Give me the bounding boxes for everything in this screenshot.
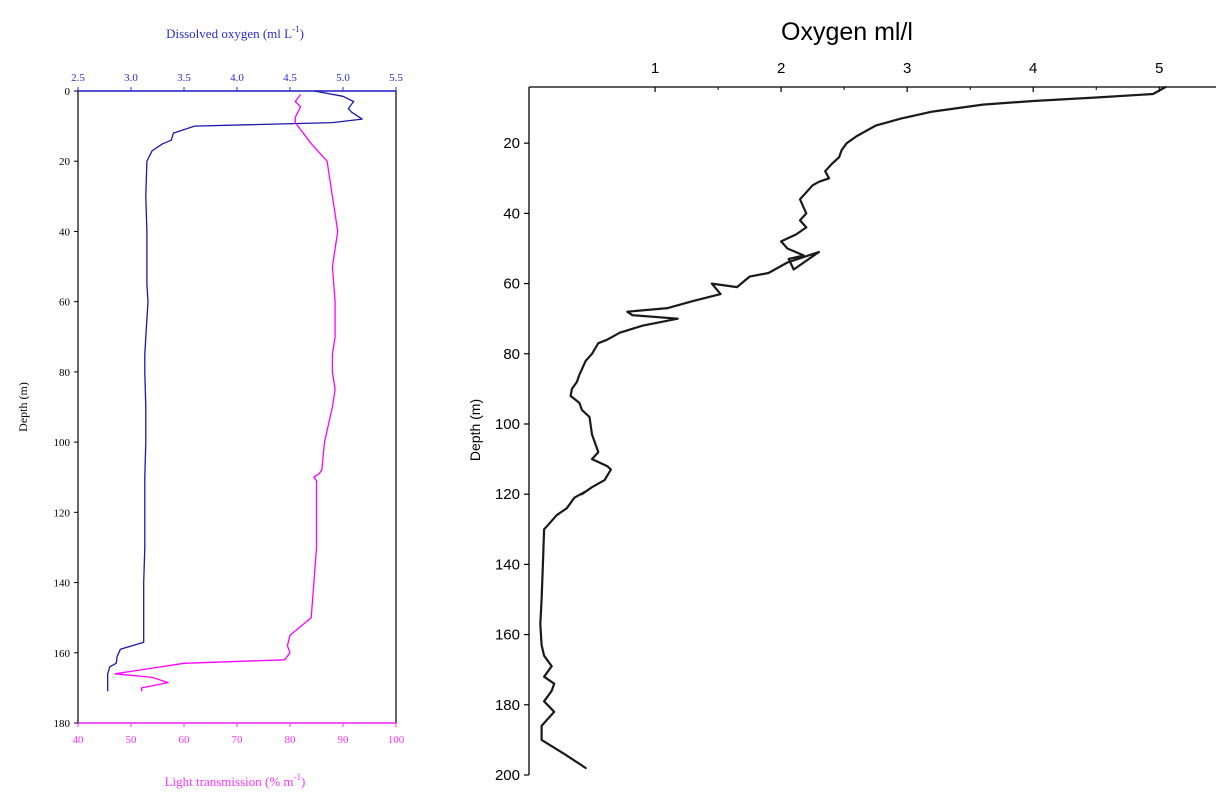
- left-y-tick-label: 160: [54, 648, 71, 660]
- left-top-tick-label: 3.5: [177, 72, 191, 84]
- right-x-tick-label: 4: [1029, 60, 1037, 77]
- left-top-tick-label: 5.0: [336, 72, 350, 84]
- left-top-tick-label: 4.0: [230, 72, 244, 84]
- left-bottom-tick-label: 50: [126, 734, 138, 746]
- left-series: [107, 90, 363, 692]
- left-bottom-tick-label: 80: [285, 734, 297, 746]
- left-bottom-axis-title: Light transmission (% m-1): [165, 772, 306, 789]
- left-top-tick-label: 5.5: [389, 72, 403, 84]
- left-top-axis-title-main: Dissolved oxygen (ml L: [166, 26, 292, 41]
- left-bottom-tick-label: 100: [388, 734, 405, 746]
- right-chart: Oxygen ml/l Depth (m) 1 2 3 4 5 20 40 60 80 100 1…: [467, 18, 1216, 784]
- left-bottom-tick-label: 70: [232, 734, 244, 746]
- left-plot-frame: [77, 90, 397, 724]
- left-y-tick-label: 0: [65, 86, 71, 98]
- right-y-tick-label: 60: [503, 276, 520, 293]
- right-y-tick-label: 120: [495, 486, 520, 503]
- right-x-ticks: 1 2 3 4 5: [651, 60, 1163, 92]
- left-y-tick-label: 20: [59, 156, 71, 168]
- left-bottom-axis-title-main: Light transmission (% m: [165, 774, 294, 789]
- left-top-axis-title-end: ): [300, 26, 304, 41]
- left-bottom-ticks: 40 50 60 70 80 90 100: [73, 723, 405, 746]
- right-y-axis-title: Depth (m): [467, 399, 483, 461]
- right-y-tick-label: 160: [495, 627, 520, 644]
- light-transmission-line: [114, 94, 339, 692]
- right-y-tick-label: 100: [495, 416, 520, 433]
- right-x-tick-label: 2: [777, 60, 785, 77]
- left-y-tick-label: 120: [54, 507, 71, 519]
- left-bottom-axis-title-sup: -1: [294, 772, 302, 782]
- right-y-tick-label: 180: [495, 697, 520, 714]
- left-bottom-axis-title-end: ): [301, 774, 305, 789]
- right-y-tick-label: 140: [495, 556, 520, 573]
- left-top-tick-label: 4.5: [283, 72, 297, 84]
- right-x-tick-label: 3: [903, 60, 911, 77]
- right-y-tick-label: 20: [503, 135, 520, 152]
- right-y-ticks: 20 40 60 80 100 120 140 160 180 200: [495, 135, 529, 784]
- left-y-ticks: 0 20 40 60 80 100 120 140 160 180: [54, 86, 78, 730]
- left-y-tick-label: 100: [54, 437, 71, 449]
- left-y-tick-label: 180: [54, 718, 71, 730]
- right-series: [539, 85, 1167, 770]
- left-top-tick-label: 3.0: [124, 72, 138, 84]
- left-bottom-tick-label: 90: [338, 734, 350, 746]
- left-top-axis-title-sup: -1: [292, 24, 300, 34]
- left-top-ticks: 2.5 3.0 3.5 4.0 4.5 5.0 5.5: [71, 72, 403, 91]
- left-y-tick-label: 80: [59, 367, 71, 379]
- left-chart: Dissolved oxygen (ml L-1) Light transmis…: [16, 24, 405, 789]
- left-bottom-tick-label: 60: [179, 734, 191, 746]
- right-x-tick-label: 5: [1155, 60, 1163, 77]
- oxygen-profile-line: [539, 85, 1167, 770]
- left-top-axis-title: Dissolved oxygen (ml L-1): [166, 24, 304, 41]
- left-y-axis-title: Depth (m): [16, 382, 30, 432]
- left-y-tick-label: 40: [59, 226, 71, 238]
- right-y-tick-label: 80: [503, 346, 520, 363]
- right-y-tick-label: 40: [503, 205, 520, 222]
- right-y-tick-label: 200: [495, 767, 520, 784]
- left-bottom-tick-label: 40: [73, 734, 85, 746]
- left-top-tick-label: 2.5: [71, 72, 85, 84]
- left-y-tick-label: 140: [54, 578, 71, 590]
- left-y-tick-label: 60: [59, 297, 71, 309]
- right-x-tick-label: 1: [651, 60, 659, 77]
- dissolved-oxygen-line: [107, 90, 363, 692]
- right-chart-title: Oxygen ml/l: [781, 18, 913, 46]
